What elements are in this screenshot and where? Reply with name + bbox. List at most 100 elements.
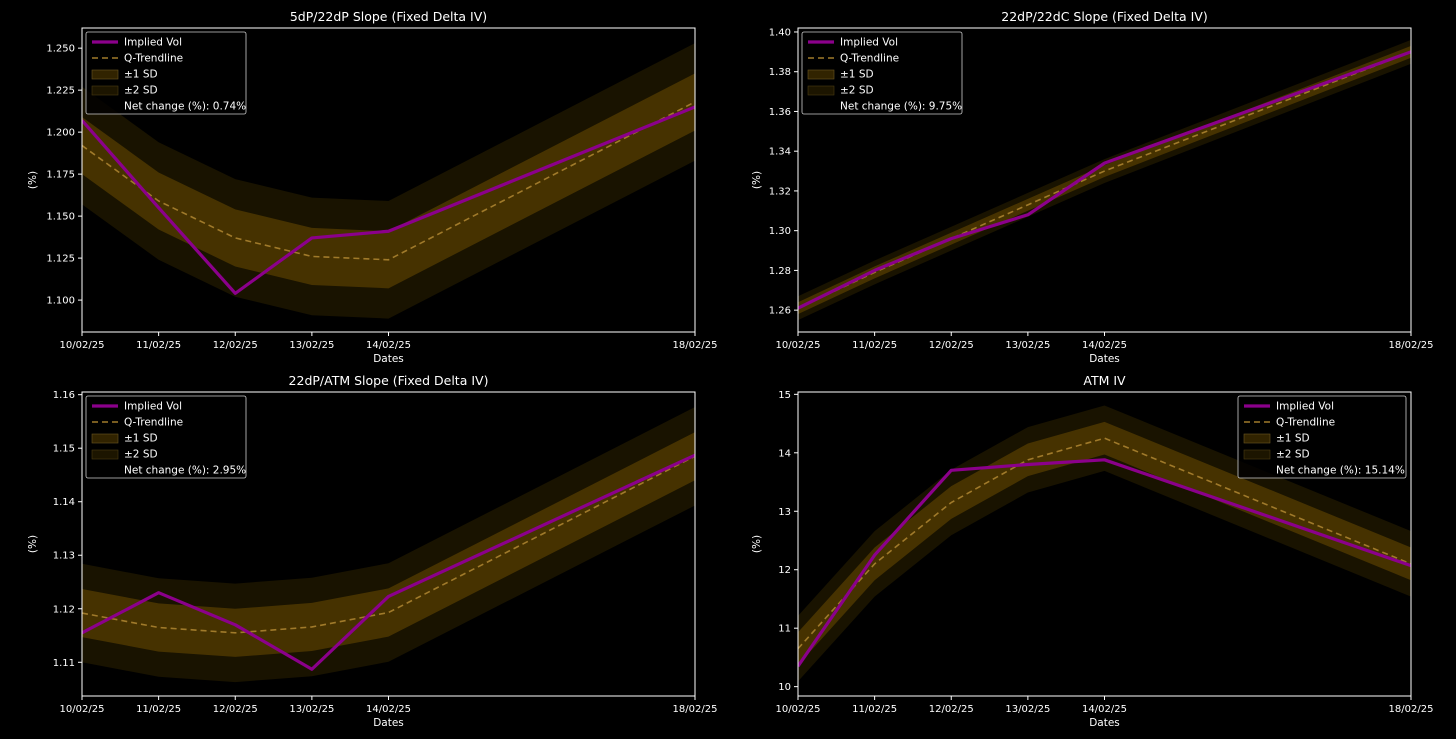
- y-tick-label: 1.15: [53, 444, 75, 455]
- y-tick-label: 1.14: [53, 497, 75, 508]
- y-axis-label: (%): [751, 535, 763, 553]
- x-axis-label: Dates: [373, 717, 404, 729]
- x-tick-label: 18/02/25: [1389, 704, 1434, 715]
- y-tick-label: 15: [778, 390, 791, 401]
- y-axis-label: (%): [27, 535, 39, 553]
- x-tick-label: 13/02/25: [1005, 704, 1050, 715]
- legend-label: Implied Vol: [840, 37, 898, 49]
- y-tick-label: 11: [778, 624, 791, 635]
- legend-box: [801, 31, 963, 115]
- x-tick-label: 10/02/25: [60, 704, 105, 715]
- implied-vol-line: [798, 50, 1411, 310]
- legend-label: Q-Trendline: [840, 53, 899, 65]
- legend-swatch-sd2: [1243, 449, 1271, 460]
- y-axis-label: (%): [751, 171, 763, 189]
- x-tick-label: 12/02/25: [929, 704, 974, 715]
- y-axis-label: (%): [27, 171, 39, 189]
- x-tick-label: 12/02/25: [213, 704, 258, 715]
- sd1-band: [82, 432, 695, 657]
- legend-swatch-sd1: [91, 433, 119, 444]
- x-tick-label: 11/02/25: [852, 340, 897, 351]
- x-tick-label: 11/02/25: [136, 340, 181, 351]
- y-tick-label: 1.11: [53, 658, 75, 669]
- implied-vol-line: [798, 458, 1411, 668]
- y-tick-label: 1.30: [769, 226, 791, 237]
- legend-box: [85, 395, 247, 479]
- legend-swatch-sd1: [91, 69, 119, 80]
- legend-label: Implied Vol: [124, 401, 182, 413]
- legend-label: ±2 SD: [840, 85, 874, 97]
- legend-box: [85, 31, 247, 115]
- legend-box: [1237, 395, 1407, 479]
- chart-title: 22dP/ATM Slope (Fixed Delta IV): [289, 373, 489, 388]
- x-tick-label: 13/02/25: [289, 704, 334, 715]
- legend: Implied Vol Q-Trendline ±1 SD ±2 SD Net chan…: [85, 31, 247, 115]
- y-tick-label: 1.26: [769, 306, 791, 317]
- legend: Implied Vol Q-Trendline ±1 SD ±2 SD Net chan…: [85, 395, 247, 479]
- legend-label: ±1 SD: [1276, 433, 1310, 445]
- y-tick-label: 1.36: [769, 107, 791, 118]
- legend-label: Implied Vol: [1276, 401, 1334, 413]
- y-tick-label: 10: [778, 682, 791, 693]
- y-tick-label: 13: [778, 507, 791, 518]
- y-tick-label: 1.125: [46, 254, 75, 265]
- x-axis-label: Dates: [373, 353, 404, 365]
- x-axis-label: Dates: [1089, 717, 1120, 729]
- legend-label: Q-Trendline: [124, 417, 183, 429]
- plot-area: [82, 406, 695, 683]
- x-axis-label: Dates: [1089, 353, 1120, 365]
- y-tick-label: 1.175: [46, 170, 75, 181]
- legend-label: ±1 SD: [124, 433, 158, 445]
- legend-label: ±2 SD: [1276, 449, 1310, 461]
- chart-panel-3: 22dP/ATM Slope (Fixed Delta IV) 10/02/25 1…: [27, 373, 717, 729]
- plot-area: [798, 39, 1411, 321]
- implied-vol-line: [82, 453, 695, 671]
- x-tick-label: 14/02/25: [1082, 704, 1127, 715]
- legend-label: Q-Trendline: [124, 53, 183, 65]
- x-tick-label: 10/02/25: [776, 704, 821, 715]
- legend-label: Net change (%): 2.95%: [124, 465, 246, 477]
- y-tick-label: 1.12: [53, 604, 75, 615]
- plot-area: [82, 43, 695, 319]
- legend-swatch-sd2: [91, 85, 119, 96]
- legend-label: ±1 SD: [124, 69, 158, 81]
- chart-title: ATM IV: [1083, 373, 1126, 388]
- x-tick-label: 11/02/25: [136, 704, 181, 715]
- x-tick-label: 12/02/25: [213, 340, 258, 351]
- y-tick-label: 1.225: [46, 86, 75, 97]
- x-tick-label: 12/02/25: [929, 340, 974, 351]
- legend-label: ±1 SD: [840, 69, 874, 81]
- y-tick-label: 1.250: [46, 44, 75, 55]
- legend-label: Q-Trendline: [1276, 417, 1335, 429]
- x-tick-label: 10/02/25: [60, 340, 105, 351]
- legend-label: Net change (%): 15.14%: [1276, 465, 1405, 477]
- legend-label: ±2 SD: [124, 449, 158, 461]
- legend-label: Implied Vol: [124, 37, 182, 49]
- sd1-band: [82, 73, 695, 289]
- x-tick-label: 13/02/25: [289, 340, 334, 351]
- legend-label: Net change (%): 9.75%: [840, 101, 962, 113]
- legend-swatch-sd1: [1243, 433, 1271, 444]
- q-trendline: [82, 101, 695, 261]
- chart-panel-1: 5dP/22dP Slope (Fixed Delta IV) 10/02/25 1…: [27, 9, 717, 365]
- chart-panel-2: 22dP/22dC Slope (Fixed Delta IV) 10/02/25…: [751, 9, 1433, 365]
- x-tick-label: 18/02/25: [673, 704, 718, 715]
- q-trendline: [82, 455, 695, 634]
- chart-panel-4: ATM IV 10/02/25 11/02/25 12/02/25 13/02/25 14…: [751, 373, 1433, 729]
- x-tick-label: 13/02/25: [1005, 340, 1050, 351]
- x-tick-label: 10/02/25: [776, 340, 821, 351]
- y-tick-label: 1.34: [769, 147, 791, 158]
- y-tick-label: 1.16: [53, 390, 75, 401]
- y-tick-label: 1.100: [46, 296, 75, 307]
- x-tick-label: 14/02/25: [1082, 340, 1127, 351]
- legend-swatch-sd2: [91, 449, 119, 460]
- y-tick-label: 1.32: [769, 186, 791, 197]
- y-tick-label: 1.38: [769, 67, 791, 78]
- chart-title: 22dP/22dC Slope (Fixed Delta IV): [1001, 9, 1207, 24]
- legend: Implied Vol Q-Trendline ±1 SD ±2 SD Net chan…: [801, 31, 963, 115]
- sd1-band: [798, 45, 1411, 315]
- y-tick-label: 1.200: [46, 128, 75, 139]
- y-tick-label: 1.13: [53, 551, 75, 562]
- legend-label: Net change (%): 0.74%: [124, 101, 246, 113]
